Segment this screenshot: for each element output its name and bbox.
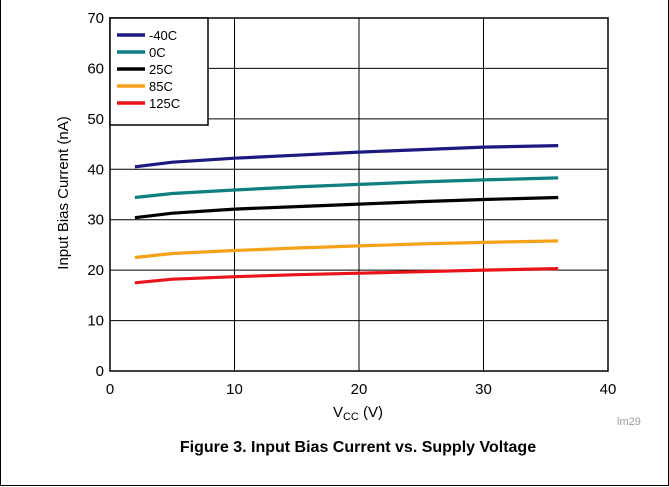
y-tick-labels: 0 10 20 30 40 50 60 70 bbox=[87, 10, 104, 380]
y-tick-label: 10 bbox=[87, 313, 104, 330]
x-tick-labels: 0 10 20 30 40 bbox=[106, 381, 617, 398]
series-line bbox=[134, 195, 559, 220]
x-axis-label-subscript: CC bbox=[343, 411, 359, 423]
y-tick-label: 20 bbox=[87, 262, 104, 279]
figure-caption: Figure 3. Input Bias Current vs. Supply … bbox=[180, 439, 536, 456]
y-tick-label: 30 bbox=[87, 212, 104, 229]
legend-label: 25C bbox=[149, 62, 173, 77]
legend-label: 125C bbox=[149, 96, 180, 111]
legend-label: 85C bbox=[149, 79, 173, 94]
series-line bbox=[134, 239, 559, 260]
legend-label: -40C bbox=[149, 28, 177, 43]
x-axis-label-main: V bbox=[333, 404, 343, 421]
grid bbox=[110, 18, 608, 371]
y-tick-label: 70 bbox=[87, 10, 104, 27]
y-tick-label: 0 bbox=[96, 363, 104, 380]
x-tick-label: 0 bbox=[106, 381, 114, 398]
plot-area bbox=[109, 17, 609, 372]
y-axis-label: Input Bias Current (nA) bbox=[55, 116, 72, 269]
figure-id-label: lm29 bbox=[617, 416, 641, 428]
x-tick-label: 40 bbox=[600, 381, 617, 398]
y-tick-label: 60 bbox=[87, 60, 104, 77]
legend-label: 0C bbox=[149, 45, 166, 60]
y-tick-label: 50 bbox=[87, 111, 104, 128]
x-tick-label: 30 bbox=[475, 381, 492, 398]
legend: -40C 0C 25C 85C 125C bbox=[109, 17, 209, 126]
x-tick-label: 20 bbox=[351, 381, 368, 398]
series-line bbox=[134, 267, 559, 285]
series-line bbox=[134, 176, 559, 200]
x-tick-label: 10 bbox=[226, 381, 243, 398]
x-axis-label-unit: (V) bbox=[359, 404, 383, 421]
series-layer bbox=[134, 144, 559, 285]
y-tick-label: 40 bbox=[87, 161, 104, 178]
series-line bbox=[134, 144, 559, 169]
x-axis-label: VCC (V) bbox=[333, 404, 383, 423]
